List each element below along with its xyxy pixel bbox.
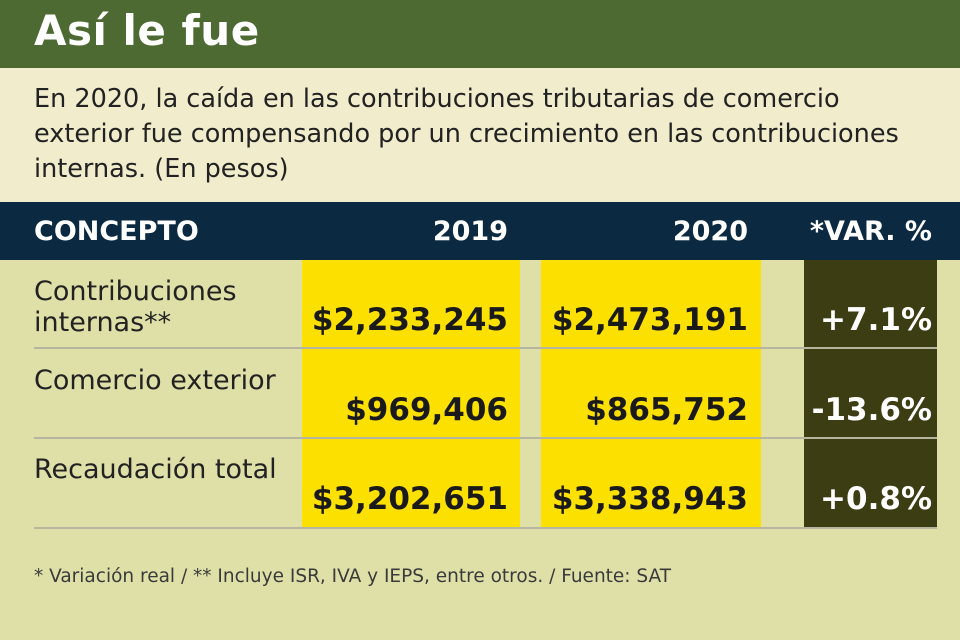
subtitle-box: En 2020, la caída en las contribuciones …	[0, 68, 960, 202]
cell-2019-comercio-exterior: $969,406	[345, 392, 508, 428]
header-var: *VAR. %	[809, 216, 932, 247]
cell-var-comercio-exterior: -13.6%	[811, 392, 932, 428]
row-label-recaudacion-total: Recaudación total	[34, 454, 277, 485]
row-divider	[34, 527, 937, 529]
title-bar: Así le fue	[0, 0, 960, 68]
cell-var-contribuciones-internas: +7.1%	[820, 302, 932, 338]
row-divider	[34, 347, 937, 349]
header-concepto: CONCEPTO	[34, 216, 199, 247]
row-divider	[34, 437, 937, 439]
header-2019: 2019	[432, 216, 508, 247]
column-var-highlight	[804, 260, 937, 528]
header-2020: 2020	[672, 216, 748, 247]
chart-title: Así le fue	[34, 6, 260, 55]
cell-2019-recaudacion-total: $3,202,651	[311, 481, 508, 517]
cell-2019-contribuciones-internas: $2,233,245	[311, 302, 508, 338]
cell-2020-contribuciones-internas: $2,473,191	[551, 302, 748, 338]
row-label-comercio-exterior: Comercio exterior	[34, 365, 276, 396]
cell-2020-recaudacion-total: $3,338,943	[551, 481, 748, 517]
table-header: CONCEPTO 2019 2020 *VAR. %	[0, 202, 960, 260]
footnote: * Variación real / ** Incluye ISR, IVA y…	[34, 566, 672, 587]
row-label-contribuciones-internas: Contribuciones internas**	[34, 276, 237, 338]
chart-subtitle: En 2020, la caída en las contribuciones …	[34, 84, 899, 184]
cell-var-recaudacion-total: +0.8%	[820, 481, 932, 517]
cell-2020-comercio-exterior: $865,752	[585, 392, 748, 428]
column-2019-highlight	[302, 260, 520, 528]
column-2020-highlight	[541, 260, 761, 528]
